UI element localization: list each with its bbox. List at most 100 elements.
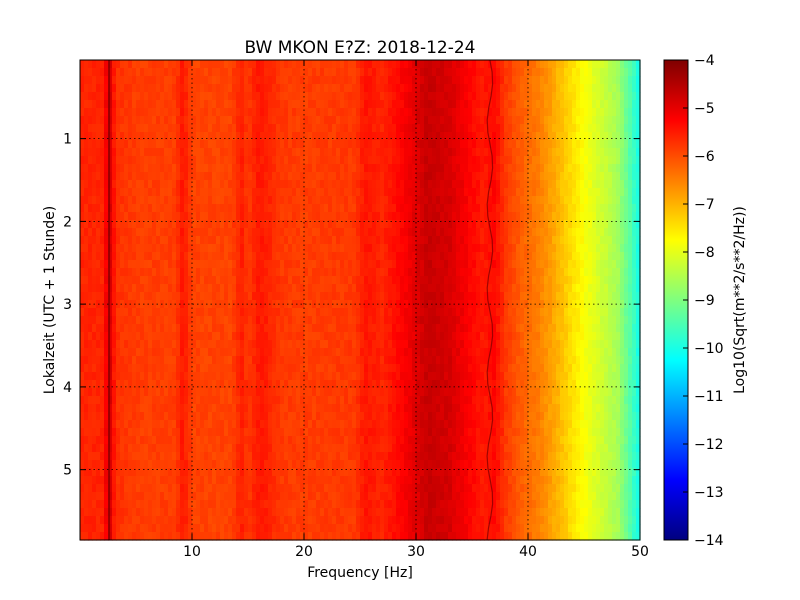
heatmap-cell (132, 220, 137, 229)
heatmap-cell (260, 156, 265, 165)
heatmap-cell (636, 148, 641, 157)
heatmap-cell (264, 204, 269, 213)
heatmap-cell (580, 324, 585, 333)
heatmap-cell (472, 308, 477, 317)
heatmap-cell (488, 68, 493, 77)
heatmap-cell (228, 332, 233, 341)
heatmap-cell (468, 252, 473, 261)
heatmap-cell (276, 212, 281, 221)
heatmap-cell (396, 108, 401, 117)
heatmap-cell (388, 308, 393, 317)
heatmap-cell (148, 124, 153, 133)
heatmap-cell (368, 316, 373, 325)
heatmap-cell (528, 156, 533, 165)
heatmap-cell (544, 244, 549, 253)
heatmap-cell (440, 292, 445, 301)
heatmap-cell (400, 228, 405, 237)
heatmap-cell (352, 60, 357, 69)
heatmap-cell (416, 60, 421, 69)
heatmap-cell (548, 140, 553, 149)
heatmap-cells (80, 60, 641, 541)
heatmap-cell (88, 204, 93, 213)
heatmap-cell (132, 260, 137, 269)
heatmap-cell (584, 76, 589, 85)
heatmap-cell (180, 164, 185, 173)
heatmap-cell (568, 220, 573, 229)
heatmap-cell (136, 132, 141, 141)
heatmap-cell (240, 292, 245, 301)
heatmap-cell (508, 60, 513, 69)
heatmap-cell (532, 228, 537, 237)
heatmap-cell (556, 332, 561, 341)
heatmap-cell (460, 252, 465, 261)
heatmap-cell (476, 108, 481, 117)
heatmap-cell (304, 132, 309, 141)
heatmap-cell (580, 108, 585, 117)
heatmap-cell (592, 196, 597, 205)
heatmap-cell (240, 60, 245, 69)
heatmap-cell (448, 100, 453, 109)
heatmap-cell (592, 188, 597, 197)
heatmap-cell (424, 180, 429, 189)
heatmap-cell (564, 332, 569, 341)
heatmap-cell (480, 140, 485, 149)
heatmap-cell (268, 308, 273, 317)
heatmap-cell (160, 116, 165, 125)
heatmap-cell (300, 268, 305, 277)
heatmap-cell (480, 164, 485, 173)
heatmap-cell (504, 332, 509, 341)
heatmap-cell (588, 228, 593, 237)
heatmap-cell (636, 276, 641, 285)
heatmap-cell (528, 332, 533, 341)
heatmap-cell (328, 100, 333, 109)
heatmap-cell (196, 108, 201, 117)
heatmap-cell (520, 124, 525, 133)
heatmap-cell (88, 100, 93, 109)
heatmap-cell (504, 236, 509, 245)
heatmap-cell (200, 276, 205, 285)
heatmap-cell (252, 244, 257, 253)
heatmap-cell (636, 316, 641, 325)
heatmap-cell (440, 252, 445, 261)
heatmap-cell (264, 116, 269, 125)
heatmap-cell (288, 244, 293, 253)
heatmap-cell (272, 244, 277, 253)
heatmap-cell (228, 252, 233, 261)
heatmap-cell (544, 212, 549, 221)
heatmap-cell (460, 220, 465, 229)
heatmap-cell (632, 324, 637, 333)
heatmap-cell (316, 132, 321, 141)
heatmap-cell (184, 340, 189, 349)
heatmap-cell (80, 116, 85, 125)
heatmap-cell (316, 268, 321, 277)
heatmap-cell (592, 316, 597, 325)
heatmap-cell (596, 108, 601, 117)
heatmap-cell (240, 236, 245, 245)
heatmap-cell (436, 124, 441, 133)
heatmap-cell (384, 228, 389, 237)
heatmap-cell (384, 172, 389, 181)
heatmap-cell (580, 196, 585, 205)
heatmap-cell (228, 188, 233, 197)
heatmap-cell (628, 100, 633, 109)
heatmap-cell (528, 180, 533, 189)
heatmap-cell (592, 148, 597, 157)
heatmap-cell (608, 260, 613, 269)
heatmap-cell (380, 188, 385, 197)
heatmap-cell (304, 340, 309, 349)
heatmap-cell (416, 140, 421, 149)
heatmap-cell (96, 164, 101, 173)
heatmap-cell (360, 188, 365, 197)
heatmap-cell (136, 76, 141, 85)
heatmap-cell (380, 76, 385, 85)
heatmap-cell (504, 100, 509, 109)
heatmap-cell (516, 244, 521, 253)
heatmap-cell (400, 220, 405, 229)
heatmap-cell (564, 124, 569, 133)
heatmap-cell (176, 188, 181, 197)
heatmap-cell (376, 100, 381, 109)
heatmap-cell (252, 124, 257, 133)
heatmap-cell (604, 268, 609, 277)
heatmap-cell (588, 164, 593, 173)
heatmap-cell (148, 68, 153, 77)
